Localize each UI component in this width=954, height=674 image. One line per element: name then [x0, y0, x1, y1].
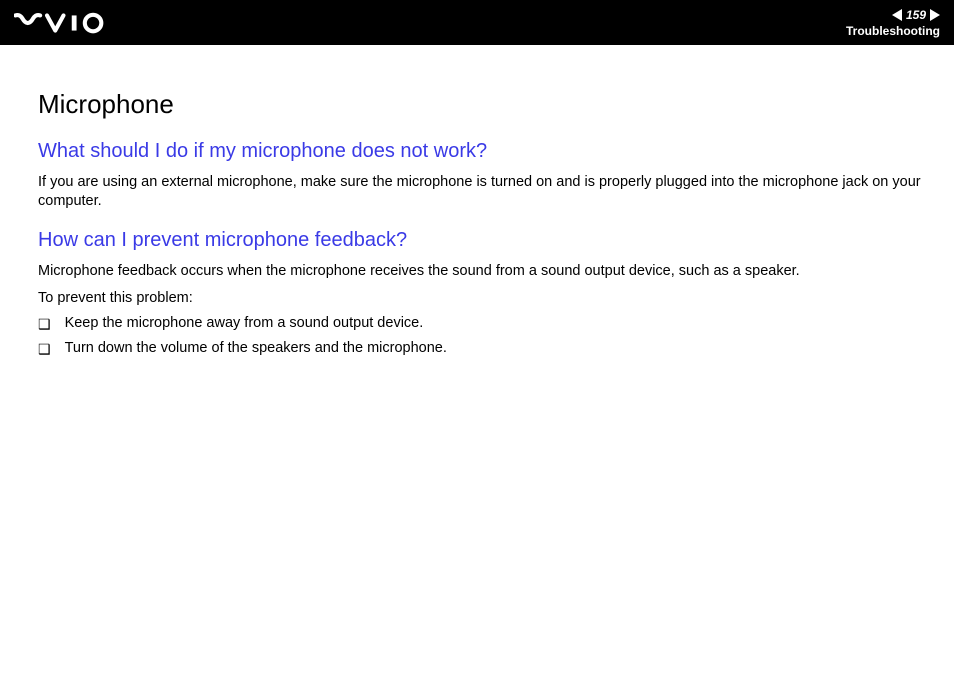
question-2-heading: How can I prevent microphone feedback?: [38, 229, 932, 252]
next-page-arrow-icon[interactable]: [930, 9, 940, 21]
page-number: 159: [906, 8, 926, 22]
question-1-heading: What should I do if my microphone does n…: [38, 140, 932, 163]
list-item: ❑ Turn down the volume of the speakers a…: [38, 340, 932, 358]
bullet-list: ❑ Keep the microphone away from a sound …: [38, 315, 932, 357]
list-item: ❑ Keep the microphone away from a sound …: [38, 315, 932, 333]
page-title: Microphone: [38, 89, 932, 120]
section-label: Troubleshooting: [846, 24, 940, 38]
answer-2-preamble: To prevent this problem:: [38, 289, 932, 308]
header-bar: 159 Troubleshooting: [0, 0, 954, 45]
answer-2-intro: Microphone feedback occurs when the micr…: [38, 262, 932, 281]
bullet-text: Turn down the volume of the speakers and…: [65, 340, 447, 356]
prev-page-arrow-icon[interactable]: [892, 9, 902, 21]
content-area: Microphone What should I do if my microp…: [0, 45, 954, 358]
bullet-text: Keep the microphone away from a sound ou…: [65, 315, 424, 331]
bullet-icon: ❑: [38, 315, 51, 333]
header-right: 159 Troubleshooting: [846, 8, 940, 38]
bullet-icon: ❑: [38, 340, 51, 358]
page-indicator: 159: [892, 8, 940, 22]
vaio-logo: [14, 11, 124, 35]
answer-1-text: If you are using an external microphone,…: [38, 173, 932, 211]
